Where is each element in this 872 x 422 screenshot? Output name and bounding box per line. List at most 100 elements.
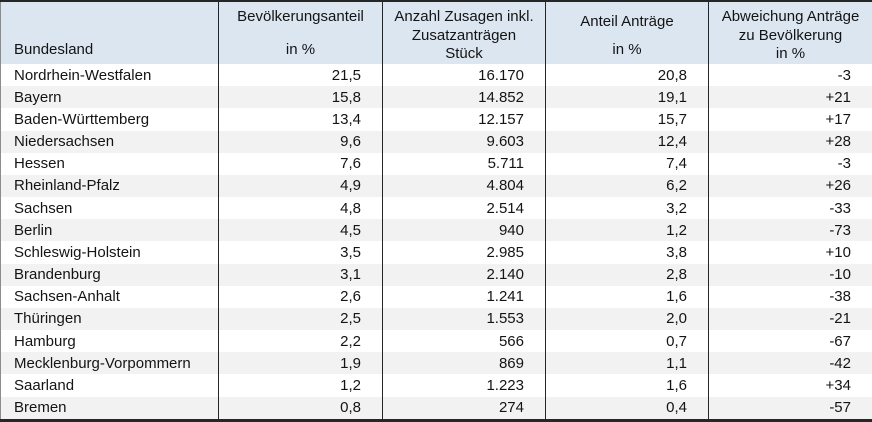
table-row: Bayern 15,8 14.852 19,1 +21 — [0, 86, 872, 109]
cell-value: 1,1 — [545, 352, 709, 375]
cell-value: -3 — [708, 152, 872, 175]
cell-value: 3,1 — [218, 263, 383, 286]
cell-value: 2,0 — [545, 307, 709, 331]
table-row: Mecklenburg-Vorpommern 1,9 869 1,1 -42 — [0, 352, 872, 375]
cell-value: +34 — [708, 374, 872, 397]
table-row: Niedersachsen 9,6 9.603 12,4 +28 — [0, 130, 872, 153]
table-row: Brandenburg 3,1 2.140 2,8 -10 — [0, 263, 872, 286]
cell-value: 15,8 — [218, 86, 383, 109]
cell-value: 4,5 — [218, 219, 383, 242]
column-header-label: Bundesland — [14, 41, 94, 58]
cell-value: 5.711 — [382, 152, 546, 175]
column-header-anzahl-zusagen: Anzahl Zusagen inkl. Zusatzanträgen Stüc… — [382, 1, 546, 64]
cell-value: 14.852 — [382, 86, 546, 109]
cell-value: -67 — [708, 330, 872, 353]
cell-value: 19,1 — [545, 86, 709, 109]
table-row: Thüringen 2,5 1.553 2,0 -21 — [0, 307, 872, 331]
cell-value: 16.170 — [382, 64, 546, 87]
cell-value: 2.514 — [382, 197, 546, 220]
cell-value: 12.157 — [382, 108, 546, 131]
table-row: Sachsen-Anhalt 2,6 1.241 1,6 -38 — [1, 285, 872, 308]
column-header-bevoelkerungsanteil: Bevölkerungsanteil in % — [218, 1, 383, 64]
cell-value: 9.603 — [382, 130, 546, 153]
cell-value: 6,2 — [545, 174, 709, 198]
cell-value: 13,4 — [218, 108, 383, 131]
cell-bundesland: Sachsen-Anhalt — [14, 288, 120, 306]
cell-value: -21 — [708, 307, 872, 331]
cell-value: -42 — [708, 352, 872, 375]
column-header-label: Anteil Anträge — [580, 13, 674, 30]
cell-value: 4.804 — [382, 174, 546, 198]
cell-bundesland: Rheinland-Pfalz — [14, 177, 120, 195]
column-header-unit: in % — [775, 45, 806, 62]
column-header-unit: in % — [285, 41, 316, 58]
cell-bundesland: Niedersachsen — [14, 133, 115, 151]
cell-value: -57 — [708, 396, 872, 421]
cell-value: 1.241 — [382, 285, 546, 308]
cell-bundesland: Brandenburg — [14, 266, 101, 284]
cell-bundesland: Thüringen — [14, 310, 82, 328]
table-body: Nordrhein-Westfalen 21,5 16.170 20,8 -3 Bayer… — [0, 64, 872, 421]
header-row: Bundesland Bevölkerungsanteil in % Anzah… — [0, 1, 872, 64]
cell-value: 15,7 — [545, 108, 709, 131]
cell-value: 4,9 — [218, 174, 383, 198]
cell-value: 2,8 — [545, 263, 709, 286]
cell-value: 1,9 — [218, 352, 383, 375]
cell-bundesland: Baden-Württemberg — [14, 110, 150, 128]
cell-value: +17 — [708, 108, 872, 131]
cell-value: 274 — [382, 396, 546, 421]
cell-value: 4,8 — [218, 197, 383, 220]
cell-bundesland: Hamburg — [14, 332, 76, 350]
cell-bundesland: Bremen — [14, 399, 67, 417]
table-row: Baden-Württemberg 13,4 12.157 15,7 +17 — [1, 108, 872, 131]
table-row: Sachsen 4,8 2.514 3,2 -33 — [1, 197, 872, 220]
table-row: Hamburg 2,2 566 0,7 -67 — [1, 330, 872, 353]
cell-value: 2,2 — [218, 330, 383, 353]
cell-value: 940 — [382, 219, 546, 242]
table-row: Bremen 0,8 274 0,4 -57 — [0, 396, 872, 421]
cell-value: 12,4 — [545, 130, 709, 153]
table-row: Berlin 4,5 940 1,2 -73 — [0, 219, 872, 242]
table-header: Bundesland Bevölkerungsanteil in % Anzah… — [0, 1, 872, 64]
cell-value: 20,8 — [545, 64, 709, 87]
column-header-anteil-antraege: Anteil Anträge in % — [545, 1, 709, 64]
column-header-unit: Stück — [445, 45, 483, 62]
table-row: Rheinland-Pfalz 4,9 4.804 6,2 +26 — [0, 174, 872, 198]
column-header-bundesland: Bundesland — [0, 1, 219, 64]
column-header-label: Bevölkerungsanteil — [237, 8, 364, 25]
cell-value: 7,4 — [545, 152, 709, 175]
cell-value: 1,2 — [218, 374, 383, 397]
cell-bundesland: Bayern — [14, 88, 62, 106]
cell-value: 0,7 — [545, 330, 709, 353]
cell-value: 1.223 — [382, 374, 546, 397]
cell-bundesland: Saarland — [14, 376, 75, 394]
cell-value: 3,2 — [545, 197, 709, 220]
cell-value: 3,8 — [545, 241, 709, 264]
cell-value: 9,6 — [218, 130, 383, 153]
cell-value: 1,6 — [545, 374, 709, 397]
cell-value: 0,4 — [545, 396, 709, 421]
column-header-label: Abweichung Anträge zu Bevölkerung — [721, 8, 860, 44]
cell-value: +28 — [708, 130, 872, 153]
cell-value: 0,8 — [218, 396, 383, 421]
cell-value: +10 — [708, 241, 872, 264]
cell-value: 1.553 — [382, 307, 546, 331]
cell-value: +21 — [708, 86, 872, 109]
cell-value: 2.985 — [382, 241, 546, 264]
cell-bundesland: Mecklenburg-Vorpommern — [14, 354, 191, 372]
cell-value: +26 — [708, 174, 872, 198]
cell-bundesland: Berlin — [14, 221, 53, 239]
cell-value: 869 — [382, 352, 546, 375]
cell-value: 2,5 — [218, 307, 383, 331]
cell-value: -38 — [708, 285, 872, 308]
cell-value: -73 — [708, 219, 872, 242]
cell-value: 2.140 — [382, 263, 546, 286]
table-row: Schleswig-Holstein 3,5 2.985 3,8 +10 — [1, 241, 872, 264]
cell-value: 21,5 — [218, 64, 383, 87]
cell-bundesland: Schleswig-Holstein — [14, 243, 141, 261]
cell-value: 2,6 — [218, 285, 383, 308]
cell-value: 3,5 — [218, 241, 383, 264]
cell-bundesland: Sachsen — [14, 199, 73, 217]
table-row: Hessen 7,6 5.711 7,4 -3 — [1, 152, 872, 175]
